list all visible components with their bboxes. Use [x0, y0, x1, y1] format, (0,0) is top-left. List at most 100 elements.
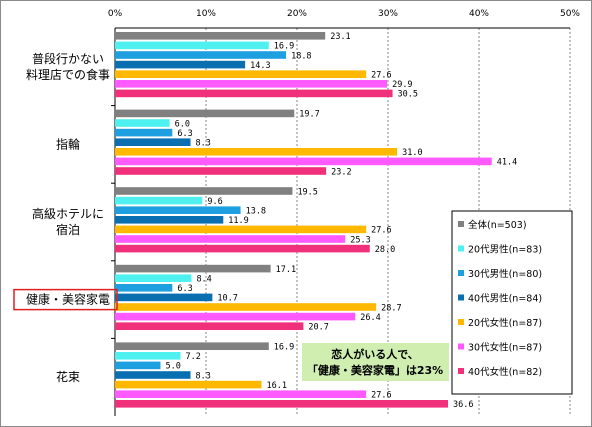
bar: [115, 322, 304, 330]
data-label: 16.1: [267, 381, 287, 391]
x-tick-label: 40%: [469, 9, 489, 19]
bar: [115, 41, 269, 50]
data-label: 25.3: [350, 235, 370, 245]
data-label: 8.3: [196, 371, 211, 381]
data-label: 16.9: [274, 343, 294, 353]
data-label: 23.2: [331, 167, 351, 177]
data-label: 36.6: [453, 400, 473, 410]
bar: [115, 244, 370, 253]
data-label: 19.7: [299, 110, 319, 120]
data-label: 26.4: [360, 313, 380, 323]
bar: [115, 293, 213, 302]
legend-swatch: [458, 221, 464, 227]
data-label: 28.7: [381, 303, 401, 313]
category-label: 宿泊: [56, 222, 80, 237]
data-label: 8.3: [196, 139, 211, 149]
x-tick-label: 10%: [196, 9, 216, 19]
legend-label: 40代女性(n=82): [468, 366, 542, 378]
bar: [115, 371, 191, 379]
annotation: 恋人がいる人で、「健康・美容家電」は23%: [302, 343, 449, 381]
bar: [115, 284, 173, 292]
data-label: 27.6: [371, 391, 391, 401]
bar: [115, 32, 326, 40]
bar: [115, 206, 241, 214]
bar: [115, 303, 377, 311]
legend-swatch: [458, 368, 464, 374]
annotation-text: 「健康・美容家電」は23%: [307, 363, 443, 377]
data-label: 11.9: [228, 216, 248, 226]
bar: [115, 342, 269, 350]
data-label: 20.7: [308, 323, 328, 333]
x-tick-label: 0%: [108, 9, 123, 19]
data-label: 31.0: [402, 148, 422, 158]
legend-label: 20代女性(n=87): [468, 317, 542, 329]
data-label: 13.8: [246, 207, 266, 217]
category-label: 指輪: [56, 136, 80, 151]
data-label: 8.4: [196, 275, 211, 285]
data-label: 6.3: [177, 129, 192, 139]
bar: [115, 167, 327, 175]
legend-box: [451, 210, 573, 395]
legend-swatch: [458, 343, 464, 350]
bar: [115, 109, 295, 118]
annotation-box: [302, 343, 449, 381]
data-label: 6.0: [175, 119, 190, 129]
bar: [115, 390, 367, 398]
legend-label: 40代男性(n=84): [468, 293, 542, 305]
data-label: 17.1: [276, 265, 296, 275]
category-label: 高級ホテルに: [32, 206, 104, 221]
data-label: 16.9: [274, 42, 294, 52]
legend-label: 全体(n=503): [468, 219, 527, 231]
data-label: 14.3: [250, 61, 270, 71]
x-tick-label: 20%: [287, 9, 307, 19]
data-label: 9.6: [207, 197, 222, 207]
data-label: 7.2: [186, 352, 201, 362]
bar: [115, 216, 224, 224]
data-label: 5.0: [166, 362, 181, 372]
x-tick-labels: 0% 10% 20% 30% 40% 50%: [108, 9, 581, 19]
bars: 23.116.918.814.327.629.930.519.76.06.38.…: [115, 32, 517, 410]
bar: [115, 225, 367, 234]
data-label: 27.6: [371, 226, 391, 236]
bar: [115, 70, 367, 78]
category-label: 料理店での食事: [26, 67, 110, 82]
bar: [115, 60, 246, 69]
bar: [115, 264, 271, 273]
category-label: 花束: [56, 369, 80, 384]
x-tick-label: 50%: [560, 9, 580, 19]
legend-swatch: [458, 270, 464, 276]
data-label: 30.5: [398, 90, 418, 100]
legend-swatch: [458, 245, 464, 252]
legend-label: 30代女性(n=87): [468, 342, 542, 354]
data-label: 18.8: [291, 51, 311, 61]
legend-swatch: [458, 319, 464, 325]
data-label: 27.6: [371, 71, 391, 81]
data-label: 29.9: [392, 80, 412, 90]
bar: [115, 148, 398, 156]
data-label: 10.7: [217, 294, 237, 304]
annotation-text: 恋人がいる人で、: [331, 347, 419, 361]
data-label: 28.0: [375, 245, 395, 255]
legend-swatch: [458, 294, 464, 301]
bar: [115, 380, 262, 389]
legend-label: 20代男性(n=83): [468, 244, 542, 256]
data-label: 41.4: [497, 158, 517, 168]
bar: [115, 400, 449, 408]
legend: 全体(n=503) 20代男性(n=83) 30代男性(n=80) 40代男性(n=8…: [451, 210, 573, 395]
category-label: 普段行かない: [32, 51, 104, 66]
bar: [115, 119, 170, 127]
bar: [115, 312, 356, 321]
bar: [115, 235, 346, 243]
bar: [115, 157, 492, 166]
bar: [115, 352, 181, 360]
data-label: 19.5: [297, 187, 317, 197]
bar: [115, 274, 192, 282]
highlight-box: [13, 288, 118, 311]
data-label: 6.3: [177, 284, 192, 294]
x-tick-label: 30%: [378, 9, 398, 19]
bar: [115, 89, 393, 98]
bar: [115, 128, 173, 137]
data-label: 23.1: [330, 32, 350, 42]
bar: [115, 51, 287, 59]
